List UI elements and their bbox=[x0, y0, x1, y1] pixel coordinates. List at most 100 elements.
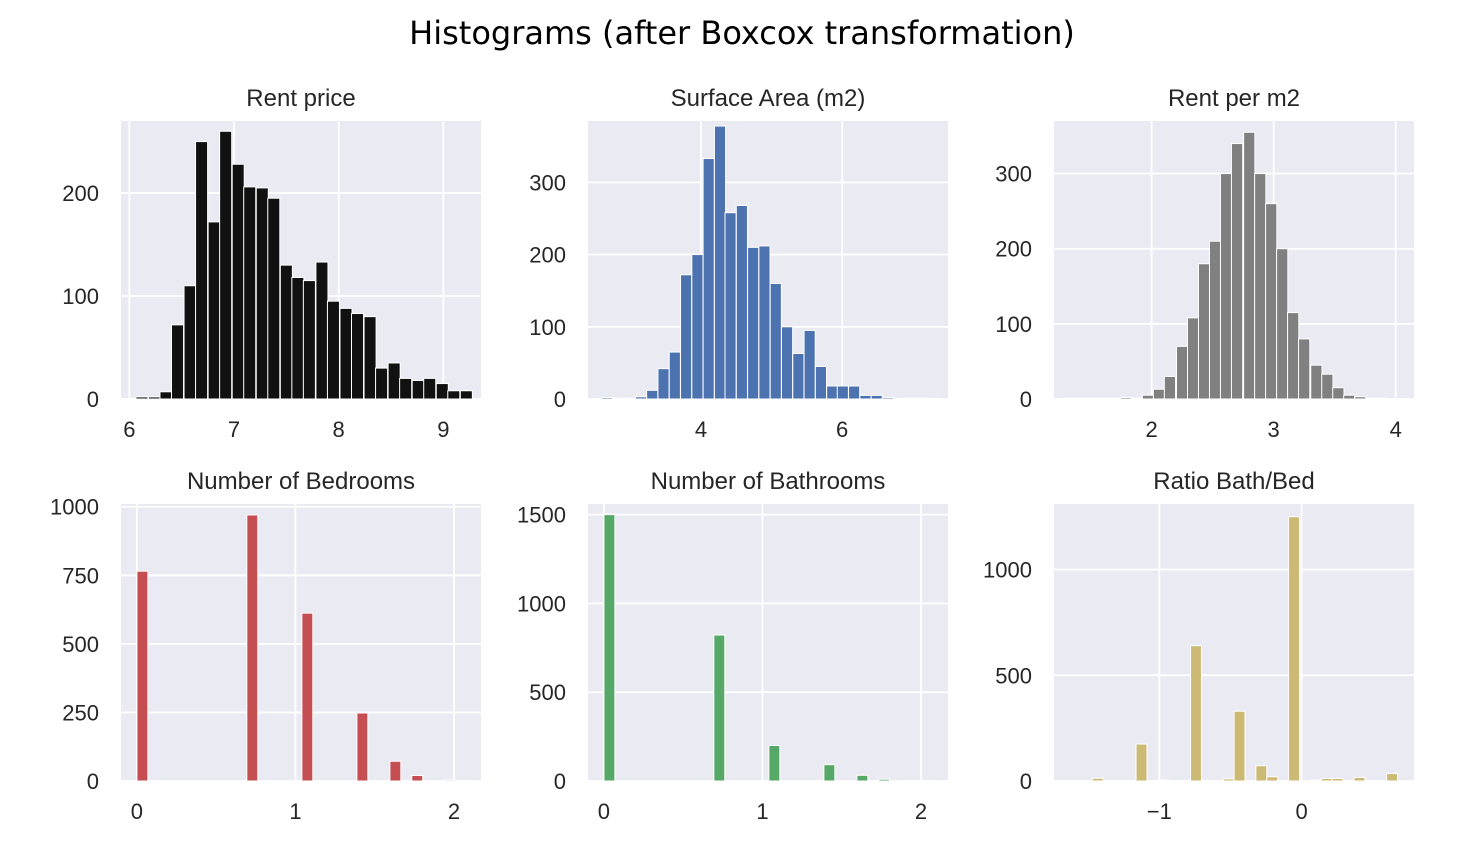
y-tick-label: 200 bbox=[62, 181, 99, 206]
histogram-bar bbox=[702, 158, 715, 400]
histogram-bar bbox=[1230, 143, 1244, 400]
histogram-panel: Rent price 6 7 8 9 0 100 200 bbox=[62, 85, 481, 442]
subplot-title: Number of Bedrooms bbox=[187, 468, 415, 495]
histogram-bar bbox=[1108, 397, 1122, 400]
histogram-bar bbox=[904, 397, 917, 400]
histogram-panel: Surface Area (m2) 4 6 0 100 200 300 bbox=[529, 85, 948, 442]
histogram-bar bbox=[1255, 765, 1268, 782]
y-tick-label: 1500 bbox=[517, 503, 566, 528]
histogram-bar bbox=[881, 397, 895, 400]
histogram-bar bbox=[713, 125, 727, 400]
histogram-bar bbox=[1063, 397, 1076, 400]
histogram-bar bbox=[195, 141, 209, 400]
histogram-bar bbox=[1298, 338, 1311, 400]
histogram-bar bbox=[1141, 394, 1155, 400]
histogram-bar bbox=[1266, 776, 1279, 782]
histogram-bar bbox=[1331, 777, 1344, 782]
subplot-title: Rent per m2 bbox=[1168, 85, 1300, 112]
subplot-title: Ratio Bath/Bed bbox=[1153, 468, 1314, 495]
y-tick-label: 100 bbox=[62, 284, 99, 309]
histogram-bar bbox=[326, 300, 340, 400]
histogram-bar bbox=[411, 775, 424, 782]
histogram-bar bbox=[1365, 397, 1378, 400]
y-tick-label: 250 bbox=[62, 700, 99, 725]
y-tick-label: 1000 bbox=[517, 591, 566, 616]
histogram-bar bbox=[878, 778, 891, 782]
histogram-bar bbox=[231, 163, 245, 400]
y-tick-label: 1000 bbox=[983, 558, 1032, 583]
histogram-panel: Ratio Bath/Bed −1 0 0 500 1000 bbox=[983, 468, 1414, 824]
histogram-bar bbox=[1321, 373, 1334, 400]
histogram-bar bbox=[363, 316, 377, 400]
histogram-bar bbox=[1190, 645, 1202, 782]
histogram-bar bbox=[915, 397, 928, 400]
x-tick-label: 0 bbox=[598, 799, 610, 824]
figure-title: Histograms (after Boxcox transformation) bbox=[409, 14, 1075, 52]
histogram-bar bbox=[1085, 397, 1098, 400]
histogram-bar bbox=[447, 390, 461, 400]
plot-background bbox=[121, 504, 481, 781]
histogram-bar bbox=[1091, 777, 1104, 782]
histogram-bar bbox=[600, 397, 614, 400]
x-tick-label: 4 bbox=[1390, 417, 1402, 442]
y-tick-label: 200 bbox=[529, 243, 566, 268]
histogram-bar bbox=[911, 779, 924, 782]
x-tick-label: −1 bbox=[1147, 799, 1172, 824]
histogram-bar bbox=[435, 383, 449, 400]
histogram-bar bbox=[1288, 516, 1300, 782]
histogram-bar bbox=[135, 396, 149, 400]
histogram-bar bbox=[1233, 710, 1246, 782]
histogram-bar bbox=[1353, 776, 1366, 782]
y-tick-label: 100 bbox=[529, 315, 566, 340]
y-tick-label: 0 bbox=[1020, 769, 1032, 794]
histogram-bar bbox=[1135, 743, 1148, 782]
histogram-bar bbox=[713, 634, 726, 782]
histogram-bar bbox=[279, 264, 293, 400]
x-tick-label: 0 bbox=[131, 799, 143, 824]
histogram-bar bbox=[603, 514, 616, 782]
y-tick-label: 500 bbox=[529, 680, 566, 705]
histogram-bar bbox=[1152, 388, 1166, 400]
y-tick-label: 750 bbox=[62, 563, 99, 588]
histogram-bar bbox=[315, 261, 329, 400]
x-tick-label: 1 bbox=[756, 799, 768, 824]
y-tick-label: 100 bbox=[995, 312, 1032, 337]
x-tick-label: 6 bbox=[123, 417, 135, 442]
histogram-bar bbox=[389, 760, 402, 782]
histogram-bar bbox=[768, 744, 781, 782]
x-tick-label: 4 bbox=[695, 417, 707, 442]
histogram-bar bbox=[1243, 131, 1256, 400]
histogram-bar bbox=[170, 324, 185, 400]
histogram-bar bbox=[1219, 173, 1233, 400]
x-tick-label: 6 bbox=[836, 417, 848, 442]
histogram-bar bbox=[159, 391, 173, 400]
histogram-bar bbox=[1208, 240, 1222, 400]
histogram-bar bbox=[444, 779, 457, 782]
histogram-bar bbox=[612, 397, 625, 400]
x-tick-label: 2 bbox=[448, 799, 460, 824]
histogram-bar bbox=[243, 186, 257, 400]
histogram-bar bbox=[657, 368, 670, 400]
histogram-bar bbox=[814, 366, 828, 400]
histogram-bar bbox=[803, 329, 816, 400]
histogram-bar bbox=[1354, 396, 1367, 400]
histogram-bar bbox=[136, 570, 149, 782]
histogram-bar bbox=[1332, 387, 1345, 400]
histogram-bar bbox=[387, 362, 401, 400]
y-tick-label: 300 bbox=[995, 162, 1032, 187]
histogram-bar bbox=[267, 197, 281, 400]
histogram-bar bbox=[735, 204, 748, 400]
histogram-bar bbox=[375, 367, 389, 400]
histogram-bar bbox=[183, 285, 197, 400]
histogram-bar bbox=[1343, 394, 1356, 400]
histogram-bar bbox=[646, 389, 659, 400]
histogram-bar bbox=[1096, 397, 1109, 400]
histogram-bar bbox=[870, 394, 883, 400]
histogram-bar bbox=[769, 282, 782, 400]
histogram-bar bbox=[826, 385, 839, 400]
histogram-bar bbox=[459, 390, 473, 400]
y-tick-label: 500 bbox=[62, 632, 99, 657]
histogram-bar bbox=[302, 280, 316, 400]
histogram-bar bbox=[339, 307, 353, 400]
